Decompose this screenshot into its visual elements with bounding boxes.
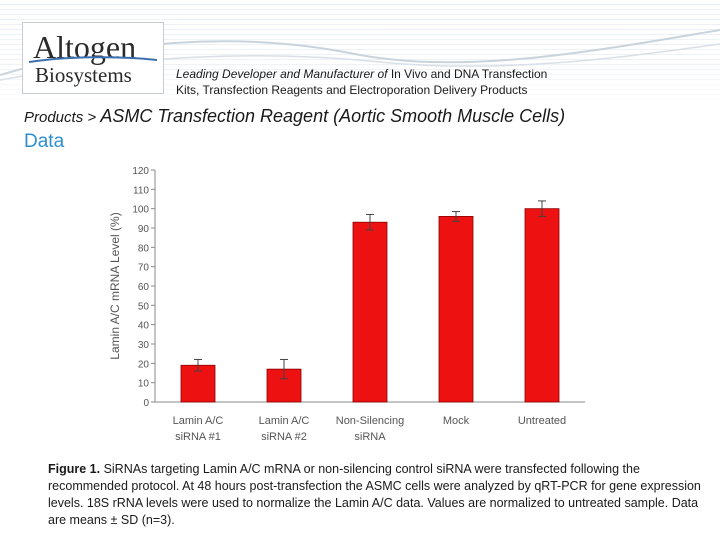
tagline-part1: Leading Developer and Manufacturer of (176, 67, 391, 81)
y-tick-label: 30 (138, 340, 150, 351)
breadcrumb: Products > ASMC Transfection Reagent (Ao… (24, 106, 714, 127)
caption-text: SiRNAs targeting Lamin A/C mRNA or non-s… (48, 462, 701, 527)
y-axis-label: Lamin A/C mRNA Level (%) (108, 212, 122, 359)
y-tick-label: 50 (138, 301, 150, 312)
section-title: Data (24, 131, 65, 152)
bar-chart: 0 10 20 30 40 50 60 70 80 90 100 110 120 Lamin A/C mR… (105, 158, 595, 453)
y-tick-label: 0 (143, 398, 149, 409)
logo-swoosh-icon (29, 56, 157, 63)
x-tick-label: Non-Silencing (336, 415, 404, 427)
x-tick-label: Lamin A/C (259, 415, 310, 427)
bar (524, 208, 560, 403)
bar (438, 216, 474, 403)
company-logo[interactable]: Altogen Biosystems (22, 22, 164, 94)
x-tick-label: siRNA #1 (175, 431, 221, 443)
logo-wordmark-bottom: Biosystems (35, 63, 132, 87)
caption-label: Figure 1. (48, 462, 101, 476)
figure-caption: Figure 1. SiRNAs targeting Lamin A/C mRN… (48, 461, 708, 529)
x-tick-label: Untreated (518, 415, 566, 427)
y-tick-label: 110 (133, 185, 149, 196)
y-tick-label: 60 (138, 282, 150, 293)
breadcrumb-current-page: ASMC Transfection Reagent (Aortic Smooth… (100, 106, 566, 126)
y-tick-label: 90 (138, 224, 150, 235)
x-tick-label: siRNA #2 (261, 431, 307, 443)
x-tick-label: siRNA (354, 431, 386, 443)
tagline-part3[interactable]: Kits, Transfection Reagents and Electrop… (176, 83, 528, 97)
bar (352, 221, 388, 403)
y-tick-label: 70 (138, 263, 150, 274)
y-tick-label: 120 (132, 166, 149, 177)
breadcrumb-products[interactable]: Products (24, 109, 84, 126)
x-tick-label: Lamin A/C (173, 415, 224, 427)
y-tick-label: 20 (138, 359, 150, 370)
y-tick-label: 80 (138, 243, 150, 254)
y-tick-label: 40 (138, 321, 150, 332)
header-tagline: Leading Developer and Manufacturer of In… (176, 66, 646, 98)
tagline-part2[interactable]: In Vivo and DNA Transfection (390, 67, 548, 81)
breadcrumb-separator: > (83, 109, 101, 126)
y-tick-label: 100 (132, 205, 149, 216)
y-tick-label: 10 (138, 379, 150, 390)
x-tick-label: Mock (443, 415, 470, 427)
chart-svg: 0 10 20 30 40 50 60 70 80 90 100 110 120 Lamin A/C mR… (108, 166, 585, 443)
